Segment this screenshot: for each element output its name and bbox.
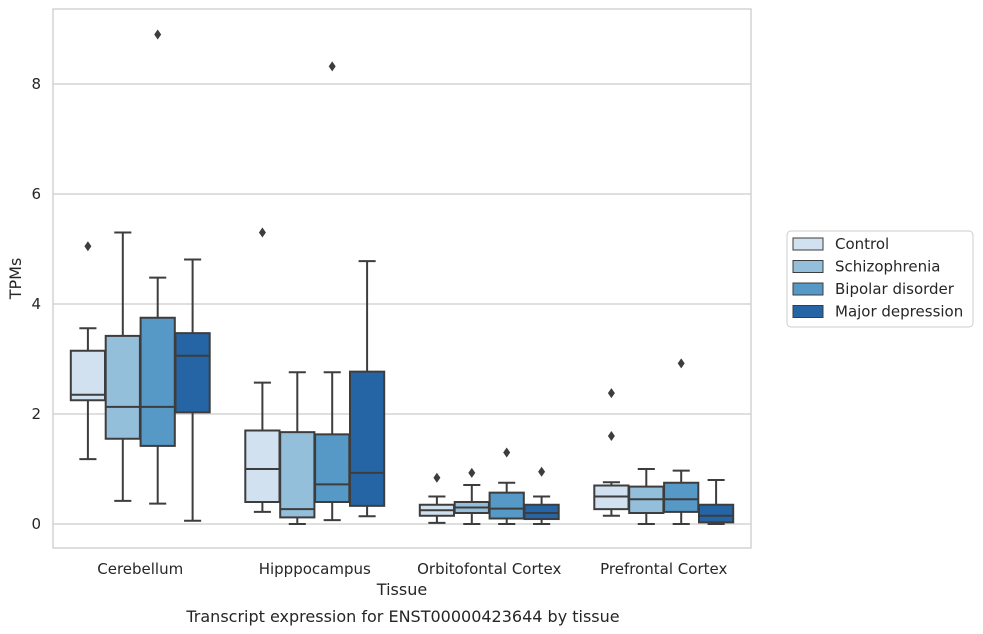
box-1-1 [279, 371, 316, 525]
box-plot-series [69, 29, 735, 525]
outlier-marker [677, 358, 685, 369]
box-3-1 [628, 468, 665, 525]
outlier-marker [607, 388, 615, 399]
box-body [523, 503, 560, 521]
legend: Control Schizophrenia Bipolar disorder Majo… [786, 230, 974, 328]
x-axis-label: Tissue [376, 580, 427, 599]
legend-swatch [792, 282, 824, 296]
outlier-marker [503, 447, 511, 458]
y-tick-label: 4 [31, 295, 41, 313]
y-tick-label: 8 [31, 75, 41, 93]
box-body [104, 334, 141, 440]
outlier-marker [607, 431, 615, 441]
box-body [69, 349, 107, 402]
outlier-marker [258, 227, 266, 238]
box-2-1 [453, 467, 490, 525]
legend-swatch [792, 237, 824, 251]
legend-label: Control [835, 235, 889, 253]
outlier-marker [538, 466, 546, 477]
legend-label: Schizophrenia [835, 258, 940, 276]
box-body [244, 429, 281, 503]
y-axis-label: TPMs [6, 258, 25, 301]
box-0-3 [174, 258, 211, 522]
y-axis-ticks: 0 2 4 6 8 [31, 75, 41, 533]
x-tick-label: Orbitofontal Cortex [417, 560, 561, 578]
box-2-3 [523, 466, 560, 525]
plot-frame [52, 8, 752, 549]
box-2-0 [418, 472, 456, 524]
box-body [314, 433, 351, 504]
box-body [348, 370, 386, 507]
box-0-1 [104, 231, 141, 502]
box-1-2 [314, 61, 351, 522]
y-tick-label: 2 [31, 405, 41, 423]
box-1-3 [348, 260, 386, 518]
legend-swatch [792, 260, 824, 273]
x-tick-label: Prefrontal Cortex [600, 560, 727, 578]
box-body [279, 431, 316, 519]
box-0-0 [69, 241, 107, 461]
box-0-2 [139, 29, 176, 505]
box-3-0 [593, 388, 630, 517]
outlier-marker [468, 467, 476, 478]
y-tick-label: 0 [31, 515, 41, 533]
x-axis-ticks: Cerebellum Hipppocampus Orbitofontal Corte… [97, 560, 727, 578]
box-3-2 [663, 358, 700, 525]
x-tick-label: Hipppocampus [259, 560, 371, 578]
box-2-2 [488, 447, 525, 525]
legend-frame [786, 230, 974, 328]
outlier-marker [84, 241, 92, 252]
box-1-0 [244, 227, 281, 513]
box-body [139, 316, 176, 447]
box-3-3 [697, 479, 735, 525]
x-tick-label: Cerebellum [97, 560, 183, 578]
outlier-marker [154, 29, 162, 40]
outlier-marker [328, 61, 336, 72]
legend-label: Major depression [835, 303, 963, 321]
legend-swatch [792, 305, 824, 318]
y-tick-label: 6 [31, 185, 41, 203]
box-body [488, 491, 525, 520]
box-body [697, 503, 735, 524]
box-body [174, 332, 211, 414]
outlier-marker [433, 472, 441, 483]
legend-label: Bipolar disorder [835, 280, 955, 298]
chart-caption: Transcript expression for ENST0000042364… [185, 607, 619, 626]
box-body [663, 481, 700, 513]
